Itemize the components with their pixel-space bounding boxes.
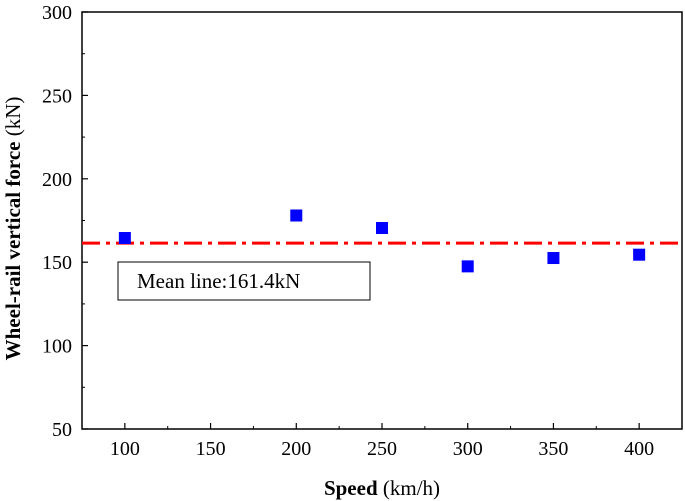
annotation-box [117,261,371,301]
x-tick-label-250: 250 [367,438,397,460]
x-axis-title: Speed (km/h) [324,476,440,500]
plot-frame [81,11,683,430]
x-axis-title-unit: (km/h) [383,476,440,500]
x-axis: 100 150 200 250 300 350 400 [110,423,683,460]
mean-annotation: Mean line:161.4kN [117,261,371,301]
y-axis-title-bold: Wheel-rail vertical force [1,142,25,361]
y-tick-label-250: 250 [42,85,72,107]
x-tick-label-400: 400 [624,438,654,460]
data-point-350 [547,252,560,265]
x-tick-label-150: 150 [196,438,226,460]
y-tick-label-300: 300 [42,2,72,24]
y-tick-label-150: 150 [42,252,72,274]
x-tick-label-300: 300 [453,438,483,460]
y-axis-title-unit: (kN) [1,97,25,137]
data-point-100 [118,232,131,245]
plot-area [81,11,683,430]
data-series [118,209,646,273]
annotation-text: Mean line:161.4kN [137,269,300,293]
y-tick-label-200: 200 [42,169,72,191]
x-axis-title-bold: Speed [324,476,378,500]
y-axis: 50 100 150 200 250 300 [42,2,88,441]
x-tick-label-350: 350 [538,438,568,460]
data-point-400 [633,248,646,261]
data-point-300 [461,260,474,273]
data-point-200 [290,209,303,222]
y-tick-label-50: 50 [52,419,72,441]
y-tick-label-100: 100 [42,336,72,358]
data-point-250 [376,222,388,235]
x-tick-label-100: 100 [110,438,140,460]
x-tick-label-200: 200 [281,438,311,460]
y-axis-title: Wheel-rail vertical force (kN) [1,97,25,361]
